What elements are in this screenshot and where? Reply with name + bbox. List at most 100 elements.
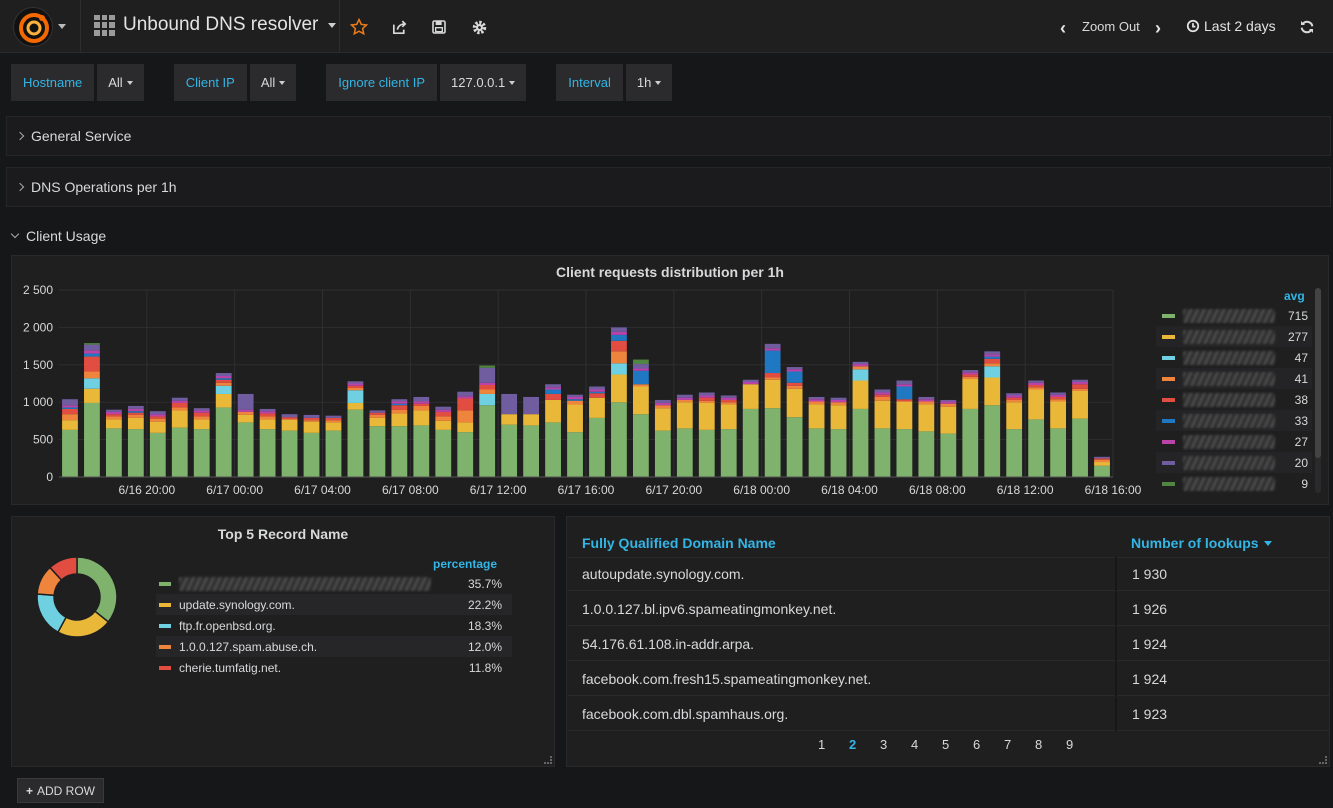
page-link-5[interactable]: 5 — [942, 737, 950, 752]
bar-segment — [852, 369, 869, 381]
legend-item[interactable]: 47 — [1156, 347, 1312, 368]
legend-avg-value: 33 — [1294, 413, 1308, 428]
chevron-right-icon[interactable]: › — [1155, 18, 1161, 38]
refresh-icon[interactable] — [1299, 16, 1315, 38]
column-header-fqdn[interactable]: Fully Qualified Domain Name — [582, 535, 776, 551]
cell-fqdn: 1.0.0.127.bl.ipv6.spameatingmonkey.net. — [582, 601, 837, 617]
bar-segment — [698, 402, 715, 430]
bar-segment — [545, 399, 561, 423]
bar-segment — [984, 356, 1001, 359]
dashboard-grid-icon — [94, 14, 115, 36]
dashboard-picker[interactable]: Unbound DNS resolver — [94, 14, 337, 36]
variable-label-ignore-client-ip: Ignore client IP — [326, 64, 438, 101]
panel-title[interactable]: Client requests distribution per 1h — [556, 264, 784, 280]
row-general-service[interactable]: General Service — [6, 116, 1331, 156]
resize-handle[interactable] — [1319, 756, 1327, 764]
bar-segment — [611, 340, 627, 352]
redacted-client-name — [1183, 392, 1275, 407]
bar-segment — [1028, 389, 1045, 420]
legend-item[interactable]: 715 — [1156, 305, 1312, 326]
bar-segment — [457, 432, 474, 477]
page-link-1[interactable]: 1 — [818, 737, 826, 752]
bar-segment — [259, 408, 276, 412]
bar-segment — [457, 410, 474, 423]
legend-item[interactable]: 38 — [1156, 389, 1312, 410]
bar-segment — [589, 389, 605, 392]
pie-legend-item[interactable]: ftp.fr.openbsd.org. 18.3% — [156, 615, 512, 636]
resize-handle[interactable] — [544, 756, 552, 764]
legend-item[interactable]: 20 — [1156, 452, 1312, 473]
page-link-7[interactable]: 7 — [1004, 737, 1012, 752]
bar-segment — [62, 399, 78, 406]
legend-item[interactable]: 33 — [1156, 410, 1312, 431]
scrollbar-thumb[interactable] — [1315, 288, 1321, 458]
time-range-picker[interactable]: Last 2 days — [1186, 18, 1276, 34]
page-link-9[interactable]: 9 — [1066, 737, 1074, 752]
page-link-2[interactable]: 2 — [849, 737, 857, 752]
variable-select-interval[interactable]: 1h — [625, 64, 673, 101]
add-row-button[interactable]: + ADD ROW — [17, 778, 105, 803]
row-client-usage[interactable]: Client Usage — [10, 228, 107, 244]
legend-scrollbar[interactable] — [1315, 288, 1321, 493]
bar-segment — [501, 393, 518, 415]
legend-item[interactable]: 27 — [1156, 431, 1312, 452]
variable-select-ignore-client-ip[interactable]: 127.0.0.1 — [440, 64, 527, 101]
bar-segment — [237, 422, 254, 477]
legend-swatch — [1162, 355, 1175, 360]
y-tick-label: 500 — [33, 433, 53, 447]
pie-legend-item[interactable]: update.synology.com. 22.2% — [156, 594, 512, 615]
cell-lookups: 1 924 — [1132, 671, 1168, 687]
page-link-6[interactable]: 6 — [973, 737, 981, 752]
pie-legend-item[interactable]: cherie.tumfatig.net. 11.8% — [156, 657, 512, 678]
pie-legend-item[interactable]: 1.0.0.127.spam.abuse.ch. 12.0% — [156, 636, 512, 657]
bar-segment — [105, 409, 122, 412]
row-title: Client Usage — [26, 228, 107, 244]
panel-title[interactable]: Top 5 Record Name — [217, 526, 349, 542]
x-tick-label: 6/17 08:00 — [382, 483, 439, 497]
row-dns-operations[interactable]: DNS Operations per 1h — [6, 167, 1331, 207]
star-icon[interactable] — [350, 16, 368, 38]
bar-segment — [171, 400, 188, 403]
save-icon[interactable] — [431, 16, 447, 38]
chevron-left-icon[interactable]: ‹ — [1060, 18, 1066, 38]
legend-header-avg[interactable]: avg — [1284, 289, 1305, 303]
x-tick-label: 6/17 00:00 — [206, 483, 263, 497]
bar-segment — [764, 377, 781, 380]
page-link-3[interactable]: 3 — [880, 737, 888, 752]
bar-segment — [62, 414, 78, 421]
bar-segment — [896, 380, 913, 385]
bar-segment — [918, 431, 935, 477]
bar-segment — [391, 399, 408, 402]
bar-segment — [391, 405, 408, 410]
bar-segment — [193, 416, 210, 420]
legend-item[interactable]: 277 — [1156, 326, 1312, 347]
zoom-out-button[interactable]: Zoom Out — [1082, 19, 1140, 34]
bar-segment — [589, 397, 605, 418]
legend-item[interactable]: 9 — [1156, 473, 1312, 494]
column-header-lookups[interactable]: Number of lookups — [1131, 535, 1272, 551]
gear-icon[interactable] — [471, 16, 488, 38]
pie-slice — [56, 610, 110, 638]
legend-item[interactable]: 41 — [1156, 368, 1312, 389]
page-link-4[interactable]: 4 — [911, 737, 919, 752]
bar-segment — [567, 400, 583, 405]
share-icon[interactable] — [391, 16, 408, 38]
bar-segment — [479, 384, 496, 390]
page-link-8[interactable]: 8 — [1035, 737, 1043, 752]
grafana-logo-icon[interactable] — [13, 7, 53, 47]
bar-segment — [369, 426, 386, 477]
variable-select-client-ip[interactable]: All — [249, 64, 297, 101]
bar-segment — [347, 390, 364, 403]
bar-segment — [1028, 384, 1045, 388]
bar-segment — [325, 415, 342, 418]
legend-label: ftp.fr.openbsd.org. — [179, 618, 276, 633]
bar-segment — [523, 396, 540, 415]
bar-segment — [676, 399, 693, 403]
variable-select-hostname[interactable]: All — [97, 64, 144, 101]
bar-segment — [808, 396, 825, 400]
bar-segment — [171, 397, 188, 401]
logo-menu-caret-icon[interactable] — [58, 24, 66, 29]
pie-legend-item[interactable]: 35.7% — [156, 573, 512, 594]
bar-segment — [984, 366, 1001, 378]
bar-segment — [127, 414, 144, 418]
